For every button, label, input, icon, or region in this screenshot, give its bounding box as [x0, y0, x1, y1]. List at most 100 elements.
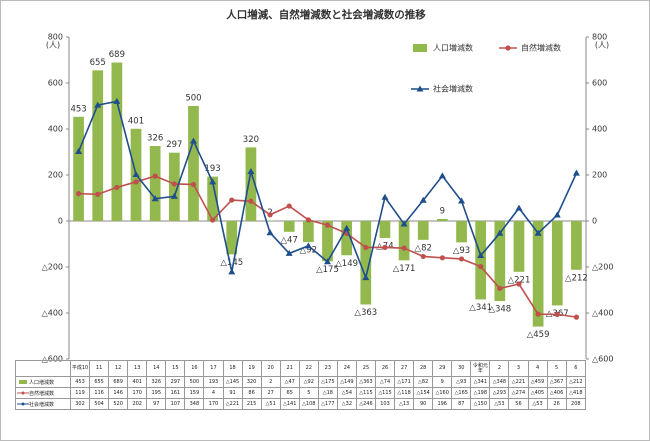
marker [554, 311, 560, 317]
category-cell: 2 [489, 360, 510, 377]
value-cell: △171 [394, 376, 415, 388]
category-cell: 平成10 [69, 360, 91, 377]
y2-tick-label: 800 [592, 33, 607, 42]
marker [247, 168, 255, 175]
category-cell: 19 [241, 360, 262, 377]
value-cell: 5 [298, 387, 319, 399]
value-label: △82 [415, 243, 432, 253]
marker [304, 242, 312, 249]
marker [133, 179, 139, 185]
marker [95, 191, 101, 197]
marker [170, 192, 178, 199]
table-row: 人口増減数 453 655 689 401 326 297 500 193 △145 320 2 △47… [15, 376, 587, 388]
value-cell: △221 [222, 398, 243, 410]
category-cell: 24 [336, 360, 357, 377]
value-cell: △293 [489, 387, 510, 399]
value-cell: △348 [489, 376, 510, 388]
y2-tick-label: △600 [592, 355, 613, 364]
bar [322, 221, 333, 262]
value-cell: 401 [127, 376, 148, 388]
marker [113, 97, 121, 104]
table-row: 社会増減数 302 504 520 202 97 107 348 170 △221 215 △51 △1… [15, 398, 587, 410]
category-cell: 21 [279, 360, 300, 377]
marker [553, 211, 561, 218]
marker [515, 204, 523, 211]
marker [505, 45, 511, 51]
value-label: 9 [440, 206, 445, 216]
value-cell: 146 [108, 387, 129, 399]
value-cell: △32 [336, 398, 357, 410]
bar [226, 221, 238, 255]
value-label: 326 [147, 134, 163, 144]
category-cell: 17 [203, 360, 224, 377]
data-table: 平成10 11 12 13 14 15 16 17 18 19 20 21 22 23 24 25 26 27 28… [15, 360, 587, 410]
value-label: △149 [335, 259, 358, 269]
value-cell: 90 [413, 398, 434, 410]
bar [92, 70, 104, 221]
bar [551, 221, 563, 306]
value-cell: 689 [108, 376, 129, 388]
swatch [21, 402, 25, 406]
category-cell: 25 [355, 360, 377, 377]
marker [534, 229, 542, 236]
value-cell: △175 [317, 376, 338, 388]
bar [456, 221, 467, 243]
value-label: 453 [70, 104, 86, 114]
value-cell: 116 [89, 387, 110, 399]
marker [416, 85, 424, 92]
marker [573, 314, 580, 320]
marker [478, 263, 484, 270]
marker [267, 212, 273, 218]
category-cell: 30 [451, 360, 472, 377]
value-cell: 9 [432, 376, 453, 388]
value-cell: 97 [146, 398, 167, 410]
value-cell: △115 [374, 387, 396, 399]
bar [149, 146, 161, 221]
bar [513, 221, 525, 272]
legend-label: 人口増減数 [433, 43, 473, 53]
value-cell: △367 [546, 376, 567, 388]
value-cell: 119 [69, 387, 91, 399]
y-tick-label: △600 [42, 355, 63, 364]
marker [497, 285, 503, 291]
marker [248, 198, 254, 204]
value-cell: 161 [165, 387, 186, 399]
value-cell: △418 [565, 387, 587, 399]
marker [458, 256, 465, 262]
category-cell: 5 [546, 360, 567, 377]
value-cell: 196 [432, 398, 453, 410]
marker [324, 222, 331, 228]
value-cell: △53 [489, 398, 510, 410]
value-label: △363 [354, 308, 377, 318]
category-cell: 27 [394, 360, 415, 377]
value-label: △212 [565, 273, 588, 283]
chart-title: 人口増減、自然増減数と社会増減数の推移 [226, 8, 426, 21]
value-cell: 86 [241, 387, 262, 399]
marker [229, 197, 235, 203]
y2-tick-label: 200 [592, 171, 607, 180]
value-label: △341 [469, 303, 492, 313]
category-cell: 18 [222, 360, 243, 377]
bar [571, 221, 582, 270]
value-cell: 320 [241, 376, 262, 388]
value-cell: △341 [470, 376, 491, 388]
y2-unit: (人) [595, 41, 609, 50]
value-cell: 4 [203, 387, 224, 399]
bar [475, 221, 487, 300]
y-tick-label: △200 [42, 263, 63, 272]
value-label: △47 [281, 235, 298, 245]
marker [420, 253, 426, 260]
bar [532, 221, 544, 327]
value-label: △348 [488, 305, 511, 315]
value-cell: 56 [508, 398, 529, 410]
marker [94, 101, 102, 108]
y2-tick-label: 600 [592, 79, 607, 88]
legend-label: 自然増減数 [521, 43, 561, 53]
category-cell: 16 [184, 360, 205, 377]
bar [188, 106, 199, 221]
category-cell: 3 [508, 360, 529, 377]
value-cell: △274 [508, 387, 529, 399]
marker [438, 172, 446, 179]
bar [207, 176, 218, 221]
